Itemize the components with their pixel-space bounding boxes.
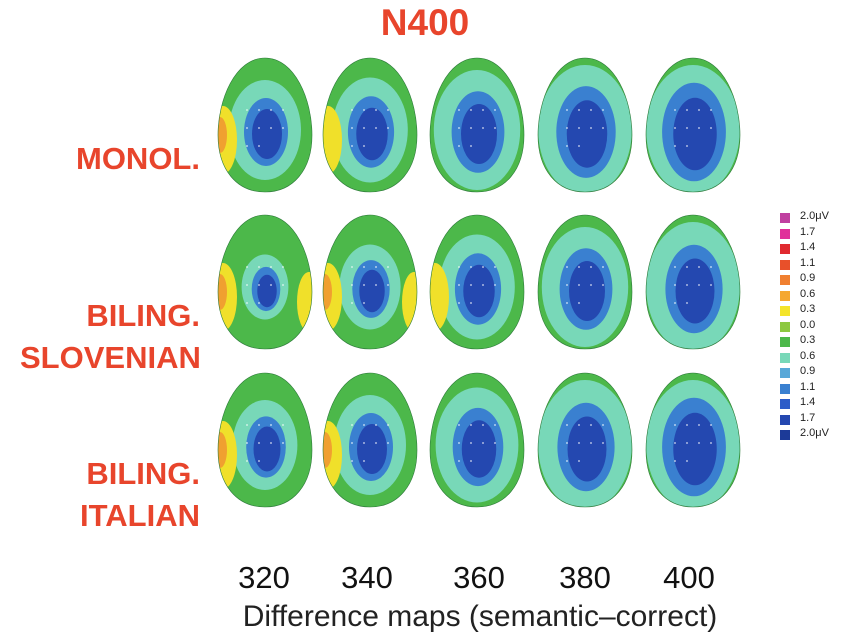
legend-label: 1.4 bbox=[800, 396, 816, 408]
topo-map bbox=[430, 215, 524, 349]
group-label-bilingual-slovenian: BILING. SLOVENIAN bbox=[20, 295, 201, 379]
time-label-340: 340 bbox=[341, 560, 393, 595]
legend-swatch bbox=[780, 213, 790, 223]
legend-swatch bbox=[780, 368, 790, 378]
group-label-line: ITALIAN bbox=[80, 498, 200, 533]
group-label-line: BILING. bbox=[86, 456, 200, 491]
topo-map bbox=[218, 215, 312, 349]
group-label-line: SLOVENIAN bbox=[20, 340, 201, 375]
topo-map bbox=[218, 58, 312, 192]
legend-label: 0.6 bbox=[800, 287, 816, 300]
topo-map bbox=[323, 215, 417, 349]
topo-map bbox=[218, 373, 312, 507]
legend-swatch bbox=[780, 352, 790, 363]
legend-label: 1.7 bbox=[800, 411, 816, 424]
legend-label: 0.9 bbox=[800, 365, 816, 377]
legend-swatch bbox=[780, 290, 790, 301]
topo-map bbox=[646, 58, 740, 192]
topo-map bbox=[538, 373, 632, 507]
topo-map bbox=[430, 58, 524, 192]
legend-swatch bbox=[780, 399, 790, 409]
legend-swatch bbox=[780, 321, 790, 332]
topo-map bbox=[538, 215, 632, 349]
legend-swatch bbox=[780, 430, 790, 440]
group-label-line: BILING. bbox=[86, 298, 200, 333]
legend-label: 0.3 bbox=[800, 334, 816, 346]
x-axis-caption: Difference maps (semantic–correct) bbox=[242, 600, 718, 633]
legend-swatch bbox=[780, 306, 790, 316]
time-label-380: 380 bbox=[559, 560, 611, 595]
legend-label: 0.0 bbox=[800, 318, 816, 331]
legend-label: 0.3 bbox=[800, 303, 816, 315]
legend-swatch bbox=[780, 337, 790, 347]
topo-map bbox=[646, 373, 740, 507]
legend-swatch bbox=[780, 259, 790, 270]
legend-swatch bbox=[780, 228, 790, 239]
figure-title: N400 bbox=[380, 2, 470, 43]
legend-label: 1.1 bbox=[800, 380, 816, 393]
topo-map bbox=[430, 373, 524, 507]
time-label-360: 360 bbox=[453, 560, 505, 595]
time-label-400: 400 bbox=[663, 560, 715, 595]
topo-map bbox=[323, 373, 417, 507]
time-label-320: 320 bbox=[238, 560, 290, 595]
group-label-monolingual: MONOL. bbox=[20, 138, 200, 180]
legend-label: 1.1 bbox=[800, 256, 816, 269]
topo-map bbox=[323, 58, 417, 192]
legend-label: 2.0μV bbox=[800, 210, 829, 222]
topo-map bbox=[646, 215, 740, 349]
group-label-bilingual-italian: BILING. ITALIAN bbox=[20, 453, 200, 537]
legend-label: 2.0μV bbox=[800, 427, 829, 439]
legend-label: 0.6 bbox=[800, 349, 816, 362]
legend-swatch bbox=[780, 414, 790, 425]
legend-swatch bbox=[780, 383, 790, 394]
legend-swatch bbox=[780, 244, 790, 254]
legend-swatch bbox=[780, 275, 790, 285]
legend-label: 1.4 bbox=[800, 241, 816, 253]
group-label-line: MONOL. bbox=[76, 141, 200, 176]
legend-label: 0.9 bbox=[800, 272, 816, 284]
topo-map bbox=[538, 58, 632, 192]
legend-label: 1.7 bbox=[800, 225, 816, 238]
